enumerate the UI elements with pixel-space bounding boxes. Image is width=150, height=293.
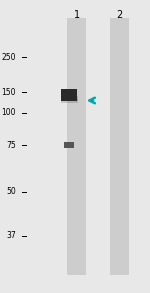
Text: 75: 75 [6, 141, 16, 149]
FancyBboxPatch shape [61, 99, 78, 103]
FancyBboxPatch shape [110, 18, 129, 275]
Text: 250: 250 [2, 53, 16, 62]
FancyBboxPatch shape [61, 89, 77, 101]
Text: 2: 2 [116, 10, 123, 20]
FancyBboxPatch shape [61, 96, 78, 100]
Text: 100: 100 [2, 108, 16, 117]
FancyBboxPatch shape [64, 142, 74, 148]
Text: 150: 150 [2, 88, 16, 97]
FancyBboxPatch shape [67, 18, 86, 275]
Text: 37: 37 [6, 231, 16, 240]
Text: 50: 50 [6, 188, 16, 196]
Text: 1: 1 [74, 10, 80, 20]
